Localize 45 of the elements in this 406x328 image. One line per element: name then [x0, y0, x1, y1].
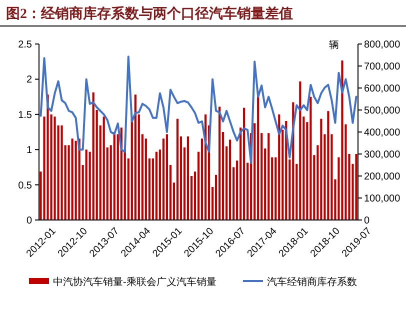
- bar: [176, 118, 179, 220]
- bar: [102, 116, 105, 220]
- bar: [310, 96, 312, 220]
- bar: [268, 133, 270, 220]
- bar: [113, 132, 116, 220]
- bar: [243, 108, 246, 220]
- bar: [54, 116, 56, 220]
- bar: [218, 106, 221, 220]
- y2-tick-label: 800,000: [364, 40, 401, 50]
- y2-tick-label: 500,000: [364, 106, 401, 116]
- y-tick-label: 0.5: [18, 180, 32, 192]
- chart-title: 图2：经销商库存系数与两个口径汽车销量差值: [6, 5, 293, 22]
- bar: [71, 138, 74, 220]
- bar: [74, 140, 77, 220]
- legend-label: 汽车经销商库存系数: [267, 276, 357, 288]
- bar: [299, 81, 302, 220]
- y2-tick-label: 0: [364, 216, 370, 226]
- bar: [60, 125, 63, 220]
- y2-tick-label: 300,000: [364, 150, 401, 160]
- y2-tick-label: 100,000: [364, 194, 401, 204]
- bar: [278, 114, 280, 220]
- bar: [166, 134, 168, 220]
- y-tick-label: 0: [26, 216, 32, 226]
- y2-tick-label: 400,000: [364, 128, 401, 138]
- bar: [46, 94, 49, 220]
- bar: [85, 150, 88, 220]
- line-series: [40, 56, 358, 164]
- y-tick-label: 1: [26, 145, 32, 156]
- bar: [134, 94, 136, 220]
- y-tick-label: 1.5: [18, 110, 32, 121]
- bar: [155, 152, 158, 220]
- y2-axis-title: 辆: [329, 39, 339, 51]
- y-tick-label: 2: [26, 74, 32, 86]
- bar: [341, 60, 344, 220]
- y2-tick-label: 200,000: [364, 172, 401, 182]
- bar: [186, 136, 190, 220]
- bar: [229, 140, 232, 220]
- y2-tick-label: 700,000: [364, 62, 401, 72]
- y-tick-label: 2.5: [18, 40, 32, 50]
- legend-label: 中汽协汽车销量-乘联会广义汽车销量: [53, 276, 216, 288]
- bar: [355, 154, 358, 220]
- bar: [327, 111, 330, 220]
- bar: [320, 118, 322, 220]
- bar: [92, 92, 94, 220]
- y2-tick-label: 600,000: [364, 84, 401, 94]
